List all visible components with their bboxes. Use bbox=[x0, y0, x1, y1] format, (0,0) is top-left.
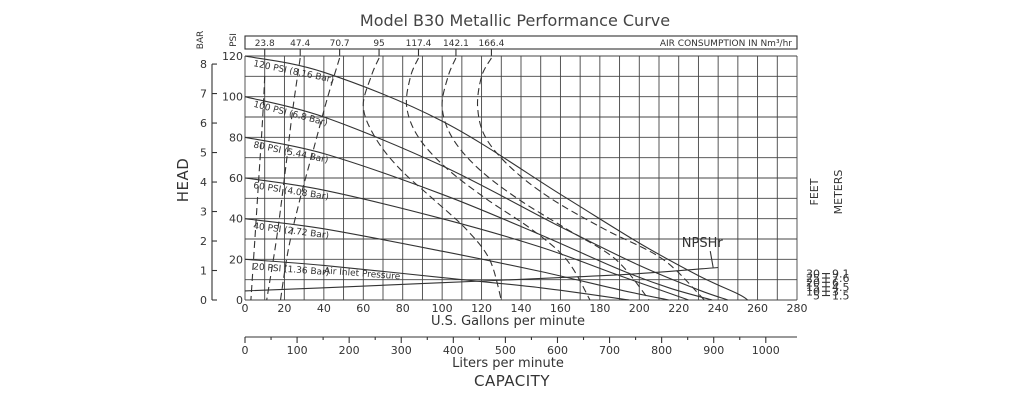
npsh-meters-tick: 4.5 bbox=[832, 281, 850, 294]
x-tick-label: 180 bbox=[589, 302, 610, 315]
npsh-feet-tick: 30 bbox=[806, 268, 820, 281]
y-tick-label-psi: 60 bbox=[229, 172, 243, 185]
y-tick-label-psi: 0 bbox=[236, 294, 243, 307]
y-tick-label-psi: 120 bbox=[222, 50, 243, 63]
x-tick-label: 20 bbox=[277, 302, 291, 315]
npsh-feet-tick: 10 bbox=[806, 285, 820, 298]
x-tick-label: 280 bbox=[787, 302, 808, 315]
npsh-leader-line bbox=[709, 251, 714, 268]
air-tick-label: 117.4 bbox=[406, 39, 432, 49]
x-tick-label: 260 bbox=[747, 302, 768, 315]
y-tick-label-psi: 20 bbox=[229, 253, 243, 266]
x-tick-label: 80 bbox=[396, 302, 410, 315]
y-tick-label-bar: 6 bbox=[200, 117, 207, 130]
y-tick-label-bar: 5 bbox=[200, 147, 207, 160]
npsh-scale: 5 1.5 10 3 15 4.5 20 6 25 7.6 30 9.1 bbox=[806, 268, 850, 303]
series-line bbox=[244, 177, 689, 301]
series-line bbox=[244, 258, 630, 301]
x-tick-label: 200 bbox=[629, 302, 650, 315]
air-consumption-curve bbox=[476, 57, 705, 301]
series-line bbox=[244, 55, 749, 301]
lpm-tick-label: 1000 bbox=[752, 344, 780, 357]
npsh-feet-tick: 20 bbox=[806, 276, 820, 289]
air-tick-label: 142.1 bbox=[443, 39, 469, 49]
npsh-meters-tick: 1.5 bbox=[832, 290, 850, 303]
lpm-tick-label: 900 bbox=[703, 344, 724, 357]
x-tick-label: 240 bbox=[708, 302, 729, 315]
y-tick-labels-bar: 0 1 2 3 4 5 6 7 8 bbox=[200, 58, 217, 307]
npsh-feet-tick: 25 bbox=[806, 272, 820, 285]
x-tick-label: 120 bbox=[471, 302, 492, 315]
npsh-meters-tick: 9.1 bbox=[832, 268, 850, 281]
air-consumption-label: AIR CONSUMPTION IN Nm³/hr bbox=[660, 39, 792, 49]
lpm-tick-label: 300 bbox=[391, 344, 412, 357]
air-consumption-curve bbox=[441, 57, 650, 301]
y-tick-label-psi: 100 bbox=[222, 91, 243, 104]
y-tick-label-psi: 40 bbox=[229, 213, 243, 226]
x2-axis-label: Liters per minute bbox=[452, 356, 564, 371]
lpm-tick-label: 0 bbox=[242, 344, 249, 357]
series-line bbox=[244, 218, 670, 301]
air-consumption-curve bbox=[250, 76, 266, 301]
series-label: 80 PSI (5.44 Bar) bbox=[252, 140, 329, 165]
y-tick-label-bar: 4 bbox=[200, 176, 207, 189]
air-consumption-curve bbox=[266, 57, 301, 301]
npsh-meters-tick: 7.6 bbox=[832, 272, 850, 285]
series-line bbox=[244, 136, 713, 301]
npsh-feet-label: FEET bbox=[808, 178, 821, 205]
lpm-tick-label: 500 bbox=[495, 344, 516, 357]
y-tick-labels-psi: 0 20 40 60 80 100 120 bbox=[222, 50, 243, 307]
lpm-axis: 0 100 200 300 400 500 600 700 800 900 1000 bbox=[242, 336, 797, 357]
grid bbox=[244, 55, 798, 301]
y-tick-label-bar: 7 bbox=[200, 88, 207, 101]
psi-unit-label: PSI bbox=[229, 33, 239, 47]
air-tick-label: 47.4 bbox=[290, 39, 310, 49]
x-tick-label: 220 bbox=[668, 302, 689, 315]
air-tick-label: 95 bbox=[373, 39, 384, 49]
npsh-feet-tick: 15 bbox=[806, 281, 820, 294]
x-axis-label: U.S. Gallons per minute bbox=[431, 314, 585, 329]
y-tick-label-bar: 2 bbox=[200, 235, 207, 248]
x-tick-label: 0 bbox=[242, 302, 249, 315]
chart-title: Model B30 Metallic Performance Curve bbox=[360, 11, 670, 30]
air-tick-label: 166.4 bbox=[479, 39, 505, 49]
air-tick-label: 23.8 bbox=[255, 39, 275, 49]
y-tick-label-bar: 0 bbox=[200, 294, 207, 307]
lpm-tick-label: 600 bbox=[547, 344, 568, 357]
y-tick-label-bar: 8 bbox=[200, 58, 207, 71]
x-tick-labels: 0 20 40 60 80 100 120 140 160 180 200 220 240 260 280 bbox=[242, 302, 808, 315]
npsh-meters-tick: 3 bbox=[832, 285, 839, 298]
y-tick-label-psi: 80 bbox=[229, 131, 243, 144]
capacity-label: CAPACITY bbox=[474, 372, 550, 390]
x-tick-label: 160 bbox=[550, 302, 571, 315]
npsh-curve bbox=[244, 266, 719, 292]
air-consumption-curve bbox=[405, 57, 591, 301]
y-axis-label: HEAD bbox=[174, 158, 192, 203]
npsh-curve-group: NPSHr bbox=[244, 236, 724, 292]
x-tick-label: 40 bbox=[317, 302, 331, 315]
lpm-tick-label: 800 bbox=[651, 344, 672, 357]
air-consumption-ticks: 23.8 47.4 70.7 95 117.4 142.1 166.4 bbox=[255, 39, 505, 56]
x-tick-label: 100 bbox=[432, 302, 453, 315]
air-consumption-curve bbox=[279, 57, 341, 301]
lpm-tick-label: 100 bbox=[287, 344, 308, 357]
bar-unit-label: BAR bbox=[196, 31, 206, 50]
npsh-feet-tick: 5 bbox=[813, 290, 820, 303]
air-consumption-header bbox=[244, 35, 798, 50]
x-tick-label: 60 bbox=[356, 302, 370, 315]
series-line bbox=[244, 96, 729, 301]
lpm-tick-label: 400 bbox=[443, 344, 464, 357]
y-tick-label-bar: 3 bbox=[200, 206, 207, 219]
y-tick-label-bar: 1 bbox=[200, 265, 207, 278]
npsh-meters-label: METERS bbox=[832, 170, 845, 215]
npsh-meters-tick: 6 bbox=[832, 276, 839, 289]
lpm-tick-label: 700 bbox=[599, 344, 620, 357]
lpm-tick-label: 200 bbox=[339, 344, 360, 357]
air-consumption-curve bbox=[362, 57, 502, 301]
x-tick-label: 140 bbox=[511, 302, 532, 315]
npsh-label: NPSHr bbox=[682, 236, 724, 251]
air-tick-label: 70.7 bbox=[330, 39, 350, 49]
